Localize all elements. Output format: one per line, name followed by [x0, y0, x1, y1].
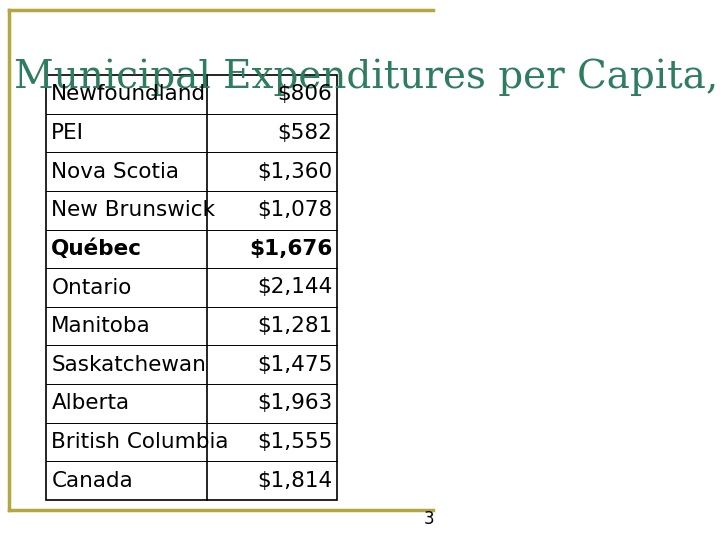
- Text: Canada: Canada: [51, 471, 133, 491]
- Text: $582: $582: [277, 123, 332, 143]
- Text: Ontario: Ontario: [51, 278, 132, 298]
- Text: Alberta: Alberta: [51, 394, 130, 414]
- Text: $806: $806: [277, 84, 332, 104]
- Bar: [46, 75, 337, 500]
- Text: $1,814: $1,814: [257, 471, 332, 491]
- Text: $2,144: $2,144: [257, 278, 332, 298]
- Text: $1,281: $1,281: [257, 316, 332, 336]
- Text: Saskatchewan: Saskatchewan: [51, 355, 206, 375]
- Text: New Brunswick: New Brunswick: [51, 200, 215, 220]
- Text: $1,555: $1,555: [257, 432, 332, 452]
- Text: British Columbia: British Columbia: [51, 432, 229, 452]
- Text: $1,475: $1,475: [257, 355, 332, 375]
- Text: PEI: PEI: [51, 123, 84, 143]
- Text: Newfoundland: Newfoundland: [51, 84, 207, 104]
- Text: $1,676: $1,676: [249, 239, 332, 259]
- Text: Municipal Expenditures per Capita, 2005: Municipal Expenditures per Capita, 2005: [14, 58, 720, 96]
- Text: 3: 3: [423, 510, 434, 528]
- Text: $1,078: $1,078: [257, 200, 332, 220]
- Text: $1,360: $1,360: [257, 161, 332, 181]
- Text: $1,963: $1,963: [257, 394, 332, 414]
- Text: Nova Scotia: Nova Scotia: [51, 161, 179, 181]
- Text: Québec: Québec: [51, 239, 143, 259]
- Text: Manitoba: Manitoba: [51, 316, 151, 336]
